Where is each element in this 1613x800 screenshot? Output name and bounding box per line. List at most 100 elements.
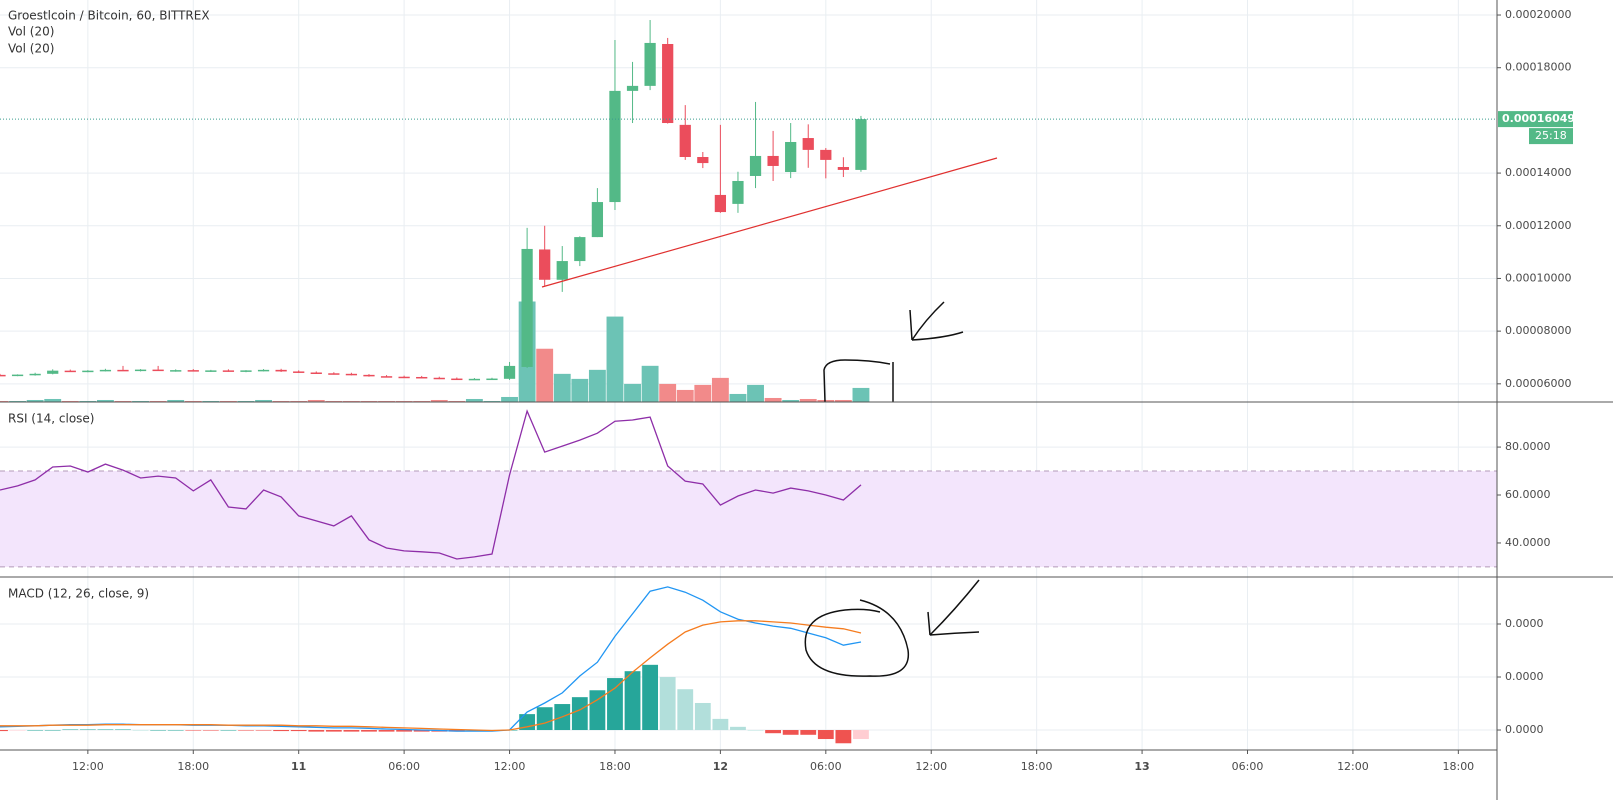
- volume-bar: [0, 400, 9, 402]
- grid-layer: [0, 0, 1497, 750]
- candle-body: [697, 157, 709, 164]
- candle-body: [732, 180, 744, 204]
- y-tick-label: 60.0000: [1505, 488, 1551, 501]
- candle-body: [240, 370, 252, 372]
- chart-title: Groestlcoin / Bitcoin, 60, BITTREX: [8, 9, 210, 23]
- y-tick-label: 0.00012000: [1505, 219, 1571, 232]
- candle-body: [521, 248, 533, 367]
- candle-body: [310, 372, 322, 374]
- arrow-drawing: [909, 301, 964, 341]
- countdown-box: [1529, 128, 1573, 145]
- histogram-bar: [150, 730, 167, 731]
- candle-body: [0, 374, 6, 377]
- candle-body: [451, 378, 463, 381]
- candle-body: [82, 370, 94, 373]
- volume-bar: [149, 400, 167, 402]
- histogram-bar: [413, 730, 430, 732]
- histogram-bar: [607, 678, 623, 731]
- y-tick-label: 0.0000: [1505, 617, 1544, 630]
- histogram-bar: [396, 730, 413, 732]
- histogram-bar: [730, 726, 746, 731]
- candle-body: [574, 237, 586, 262]
- histogram-bar: [115, 729, 131, 731]
- histogram-bar: [765, 730, 782, 734]
- candle-body: [222, 370, 235, 372]
- volume-bar: [729, 393, 747, 402]
- volume-bar: [167, 399, 185, 402]
- volume-bar: [501, 396, 518, 402]
- histogram-bar: [571, 697, 588, 731]
- volume-bar: [571, 378, 589, 402]
- candle-body: [152, 369, 164, 372]
- candle-body: [468, 378, 481, 381]
- candle-body: [749, 155, 762, 176]
- countdown-label: 25:18: [1535, 129, 1567, 142]
- volume-bar: [395, 400, 413, 402]
- candle-body: [539, 249, 551, 280]
- candle-body: [363, 374, 375, 377]
- volume-bar: [342, 400, 360, 402]
- histogram-bar: [220, 730, 237, 731]
- volume-bar: [676, 389, 694, 402]
- candle-body: [293, 371, 305, 373]
- y-tick-label: 0.00014000: [1505, 166, 1571, 179]
- indicator-label: Vol (20): [8, 42, 54, 56]
- volume-bar: [378, 400, 395, 402]
- candle-body: [205, 370, 217, 372]
- histogram-bar: [273, 730, 290, 732]
- candle-body: [767, 155, 779, 166]
- volume-bar: [272, 400, 290, 402]
- histogram-bar: [97, 729, 114, 731]
- histogram-bar: [747, 730, 764, 731]
- volume-bar: [659, 383, 677, 402]
- candle-body: [170, 370, 182, 372]
- x-tick-label: 13: [1134, 760, 1149, 773]
- indicator-label: RSI (14, close): [8, 412, 94, 426]
- volume-bar: [448, 400, 466, 402]
- candle-body: [503, 365, 516, 379]
- candle-body: [328, 373, 340, 375]
- y-tick-label: 0.00018000: [1505, 61, 1571, 74]
- y-tick-label: 0.00020000: [1505, 8, 1571, 21]
- series-line: [0, 409, 862, 560]
- indicator-label: MACD (12, 26, close, 9): [8, 587, 149, 601]
- marks-layer: [0, 20, 1497, 744]
- histogram-bar: [79, 729, 96, 731]
- last-price-label: 0.00016049: [1502, 112, 1575, 125]
- volume-bar: [465, 398, 483, 402]
- volume-bar: [237, 400, 255, 402]
- histogram-bar: [167, 730, 184, 731]
- indicator-label: Vol (20): [8, 25, 54, 39]
- rsi-band: [0, 471, 1497, 567]
- histogram-bar: [62, 729, 79, 731]
- histogram-bar: [202, 730, 219, 731]
- volume-bar: [817, 399, 835, 402]
- x-tick-label: 12: [713, 760, 728, 773]
- volume-bar: [834, 399, 852, 402]
- candle-body: [398, 376, 410, 379]
- volume-bar: [747, 384, 764, 402]
- bracket-drawing: [823, 359, 891, 403]
- x-tick-label: 18:00: [599, 760, 631, 773]
- y-tick-label: 40.0000: [1505, 536, 1551, 549]
- volume-bar: [360, 400, 378, 402]
- hand-drawing: [804, 301, 980, 677]
- candle-body: [257, 369, 270, 372]
- volume-bar: [694, 384, 712, 402]
- histogram-bar: [694, 702, 711, 731]
- histogram-bar: [782, 730, 799, 735]
- volume-bar: [184, 400, 202, 402]
- y-tick-label: 0.00010000: [1505, 271, 1571, 284]
- volume-bar: [219, 400, 237, 402]
- volume-bar: [553, 373, 571, 402]
- volume-bar: [799, 398, 817, 402]
- volume-bar: [307, 399, 325, 402]
- candle-body: [29, 373, 41, 376]
- histogram-bar: [185, 730, 202, 731]
- volume-bar: [96, 399, 114, 402]
- candle-body: [626, 85, 639, 91]
- histogram-bar: [361, 730, 377, 732]
- volume-bar: [641, 365, 659, 402]
- histogram-bar: [817, 730, 834, 740]
